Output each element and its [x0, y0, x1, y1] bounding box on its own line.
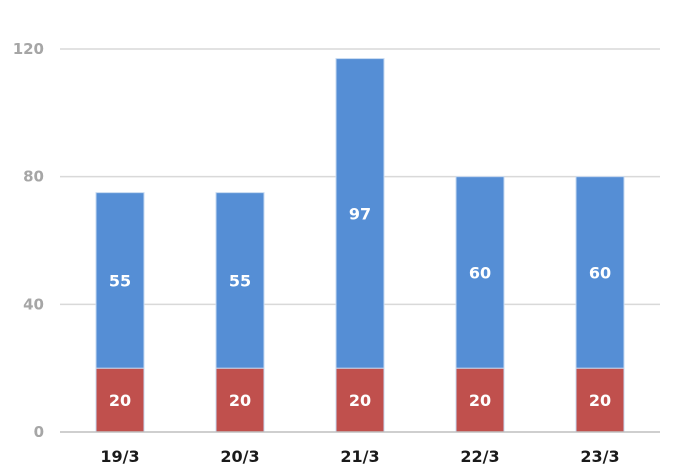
bar-segment: [455, 367, 505, 433]
x-tick-label: 23/3: [580, 447, 619, 466]
data-label: 20: [109, 391, 131, 410]
y-axis: 0 40 80 120: [13, 40, 44, 441]
bar-segment: [575, 367, 625, 433]
bars: [95, 58, 625, 433]
x-tick-label: 20/3: [220, 447, 259, 466]
bar-segment: [455, 176, 505, 369]
data-label: 20: [589, 391, 611, 410]
x-tick-label: 22/3: [460, 447, 499, 466]
x-tick-label: 19/3: [100, 447, 139, 466]
y-tick-label: 120: [13, 40, 44, 58]
bar-segment: [95, 192, 145, 369]
data-label: 20: [469, 391, 491, 410]
data-label: 55: [109, 271, 131, 290]
data-label: 60: [469, 263, 491, 282]
bar-segment: [95, 367, 145, 433]
bar-segment: [215, 367, 265, 433]
bar-segment: [575, 176, 625, 369]
data-label: 20: [349, 391, 371, 410]
x-axis: 19/3 20/3 21/3 22/3 23/3: [60, 431, 660, 466]
data-label: 55: [229, 271, 251, 290]
data-label: 20: [229, 391, 251, 410]
bar-segment: [335, 58, 385, 369]
data-label: 97: [349, 204, 371, 223]
data-label: 60: [589, 263, 611, 282]
y-tick-label: 0: [34, 423, 44, 441]
y-tick-label: 40: [23, 295, 44, 313]
data-labels: 20 55 20 55 20 97 20 60 20 60: [109, 204, 611, 410]
bar-segment: [215, 192, 265, 369]
x-tick-label: 21/3: [340, 447, 379, 466]
y-tick-label: 80: [23, 168, 44, 186]
